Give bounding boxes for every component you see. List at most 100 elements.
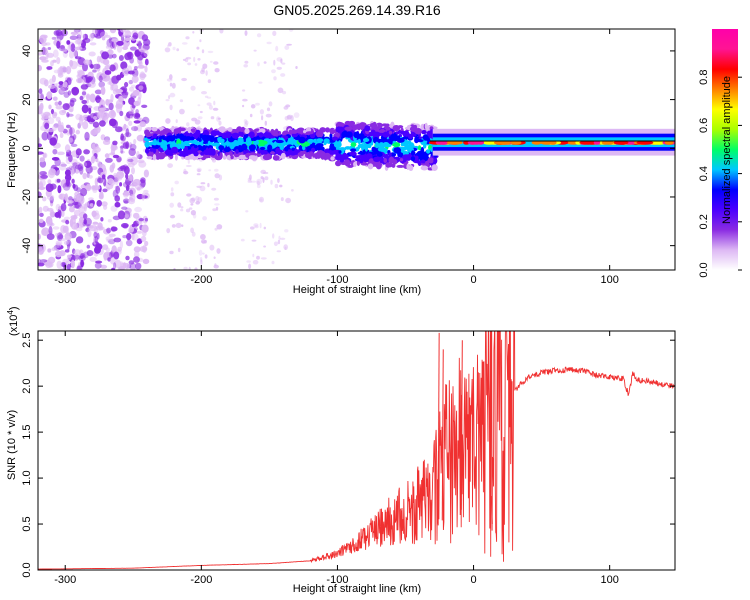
heatmap-cell bbox=[70, 167, 75, 176]
heatmap-cell bbox=[59, 132, 64, 138]
heatmap-cell bbox=[411, 150, 415, 156]
heatmap-cell bbox=[74, 164, 83, 170]
heatmap-cell bbox=[138, 218, 145, 222]
heatmap-cell bbox=[124, 214, 130, 219]
heatmap-cell bbox=[125, 29, 131, 34]
heatmap-cell bbox=[277, 178, 280, 183]
heatmap-cell bbox=[276, 66, 282, 70]
heatmap-cell bbox=[217, 117, 221, 120]
heatmap-cell bbox=[372, 147, 377, 154]
heatmap-cell bbox=[333, 141, 342, 148]
heatmap-cell bbox=[218, 144, 225, 151]
heatmap-cell bbox=[97, 177, 104, 184]
x-tick-label: 0 bbox=[470, 274, 476, 286]
heatmap-cell bbox=[110, 205, 118, 212]
heatmap-cell bbox=[213, 61, 219, 65]
heatmap-cell bbox=[197, 58, 201, 61]
heatmap-cell bbox=[120, 61, 128, 70]
heatmap-cell bbox=[79, 195, 85, 205]
heatmap-cell bbox=[114, 259, 122, 269]
y-tick-label: 1.5 bbox=[21, 424, 33, 439]
heatmap-cell bbox=[359, 160, 364, 164]
heatmap-cell bbox=[144, 141, 150, 148]
heatmap-cell bbox=[263, 245, 266, 248]
heatmap-cell bbox=[362, 158, 371, 163]
heatmap-cell bbox=[613, 140, 629, 145]
heatmap-cell bbox=[151, 145, 160, 149]
heatmap-cell bbox=[142, 244, 147, 253]
heatmap-cell bbox=[435, 140, 451, 145]
heatmap-cell bbox=[212, 208, 217, 212]
heatmap-cell bbox=[119, 150, 125, 154]
heatmap-cell bbox=[214, 263, 217, 267]
heatmap-cell bbox=[94, 89, 102, 95]
heatmap-cell bbox=[413, 124, 417, 129]
heatmap-cell bbox=[85, 202, 90, 207]
heatmap-cell bbox=[62, 103, 70, 111]
heatmap-cell bbox=[277, 131, 282, 136]
heatmap-cell bbox=[218, 174, 223, 181]
heatmap-cell bbox=[214, 168, 219, 172]
heatmap-cell bbox=[106, 38, 113, 48]
heatmap-cell bbox=[117, 266, 122, 270]
heatmap-cell bbox=[364, 145, 368, 152]
heatmap-cell bbox=[66, 112, 70, 118]
heatmap-cell bbox=[60, 203, 67, 212]
heatmap-cell bbox=[38, 151, 44, 155]
heatmap-cell bbox=[120, 145, 124, 154]
heatmap-cell bbox=[268, 101, 273, 107]
heatmap-cell bbox=[83, 162, 88, 167]
heatmap-cell bbox=[274, 183, 279, 189]
heatmap-cell bbox=[66, 254, 71, 261]
heatmap-cell bbox=[248, 263, 252, 270]
heatmap-cell bbox=[293, 112, 300, 118]
heatmap-cell bbox=[101, 36, 106, 41]
heatmap-cell bbox=[115, 89, 123, 93]
heatmap-cell bbox=[275, 139, 284, 144]
heatmap-cell bbox=[169, 82, 173, 87]
heatmap-cell bbox=[56, 178, 61, 183]
heatmap-cell bbox=[66, 200, 74, 204]
heatmap-cell bbox=[411, 133, 417, 137]
heatmap-cell bbox=[105, 157, 113, 163]
heatmap-cell bbox=[135, 109, 139, 114]
heatmap-cell bbox=[287, 114, 293, 119]
heatmap-cell bbox=[136, 187, 141, 191]
heatmap-cell bbox=[128, 174, 133, 182]
heatmap-cell bbox=[97, 111, 103, 119]
heatmap-cell bbox=[127, 162, 135, 168]
heatmap-cell bbox=[40, 93, 44, 100]
snr-plot-area bbox=[38, 331, 675, 570]
heatmap-cell bbox=[38, 64, 42, 72]
heatmap-cell bbox=[117, 210, 126, 220]
heatmap-cell bbox=[388, 130, 393, 135]
heatmap-cell bbox=[270, 151, 275, 155]
heatmap-cell bbox=[235, 153, 240, 157]
heatmap-cell bbox=[244, 60, 249, 64]
heatmap-cell bbox=[210, 116, 215, 120]
heatmap-cell bbox=[199, 110, 203, 114]
heatmap-cell bbox=[49, 209, 55, 218]
heatmap-cell bbox=[90, 64, 94, 69]
heatmap-cell bbox=[246, 260, 251, 263]
heatmap-cell bbox=[194, 267, 198, 270]
heatmap-cell bbox=[75, 129, 81, 135]
heatmap-cell bbox=[256, 180, 260, 186]
heatmap-cell bbox=[179, 108, 185, 115]
snr-spike bbox=[460, 340, 463, 510]
x-tick-label: 100 bbox=[600, 274, 618, 286]
heatmap-cell bbox=[48, 84, 56, 89]
heatmap-cell bbox=[131, 126, 139, 132]
heatmap-cell bbox=[68, 154, 73, 163]
heatmap-cell bbox=[357, 151, 366, 155]
heatmap-cell bbox=[153, 133, 158, 139]
heatmap-cell bbox=[90, 185, 98, 191]
heatmap-cell bbox=[143, 189, 149, 194]
heatmap-cell bbox=[127, 198, 136, 205]
heatmap-cell bbox=[46, 66, 53, 70]
heatmap-cell bbox=[74, 225, 78, 230]
heatmap-cell bbox=[115, 185, 121, 194]
heatmap-cell bbox=[128, 148, 136, 157]
heatmap-cell bbox=[82, 33, 86, 40]
heatmap-cell bbox=[54, 211, 61, 218]
